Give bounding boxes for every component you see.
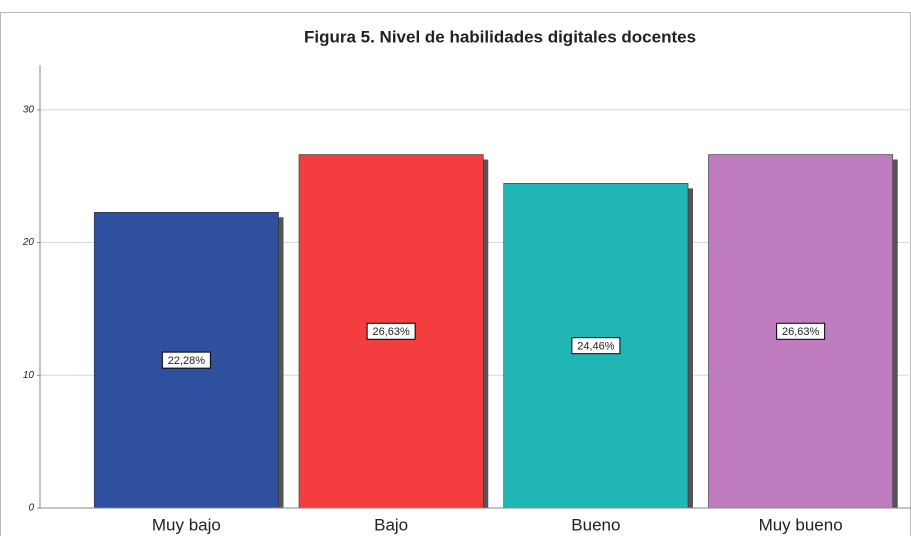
value-label-box	[571, 337, 621, 355]
y-tick-label: 30	[23, 104, 35, 115]
x-tick-label: Muy bueno	[759, 515, 843, 534]
value-label: 26,63%	[372, 326, 410, 338]
y-tick-label: 10	[23, 370, 35, 381]
value-label: 24,46%	[577, 341, 615, 353]
value-label: 22,28%	[168, 355, 206, 367]
chart-title: Figura 5. Nivel de habilidades digitales…	[304, 27, 696, 46]
y-tick-label: 0	[28, 503, 34, 514]
value-label: 26,63%	[782, 326, 820, 338]
x-tick-label: Bajo	[374, 515, 408, 534]
value-label-box	[366, 322, 416, 340]
value-label-box	[161, 351, 211, 369]
x-tick-label: Bueno	[571, 515, 620, 534]
y-tick-label: 20	[22, 237, 35, 248]
x-tick-label: Muy bajo	[152, 515, 221, 534]
value-label-box	[776, 322, 826, 340]
